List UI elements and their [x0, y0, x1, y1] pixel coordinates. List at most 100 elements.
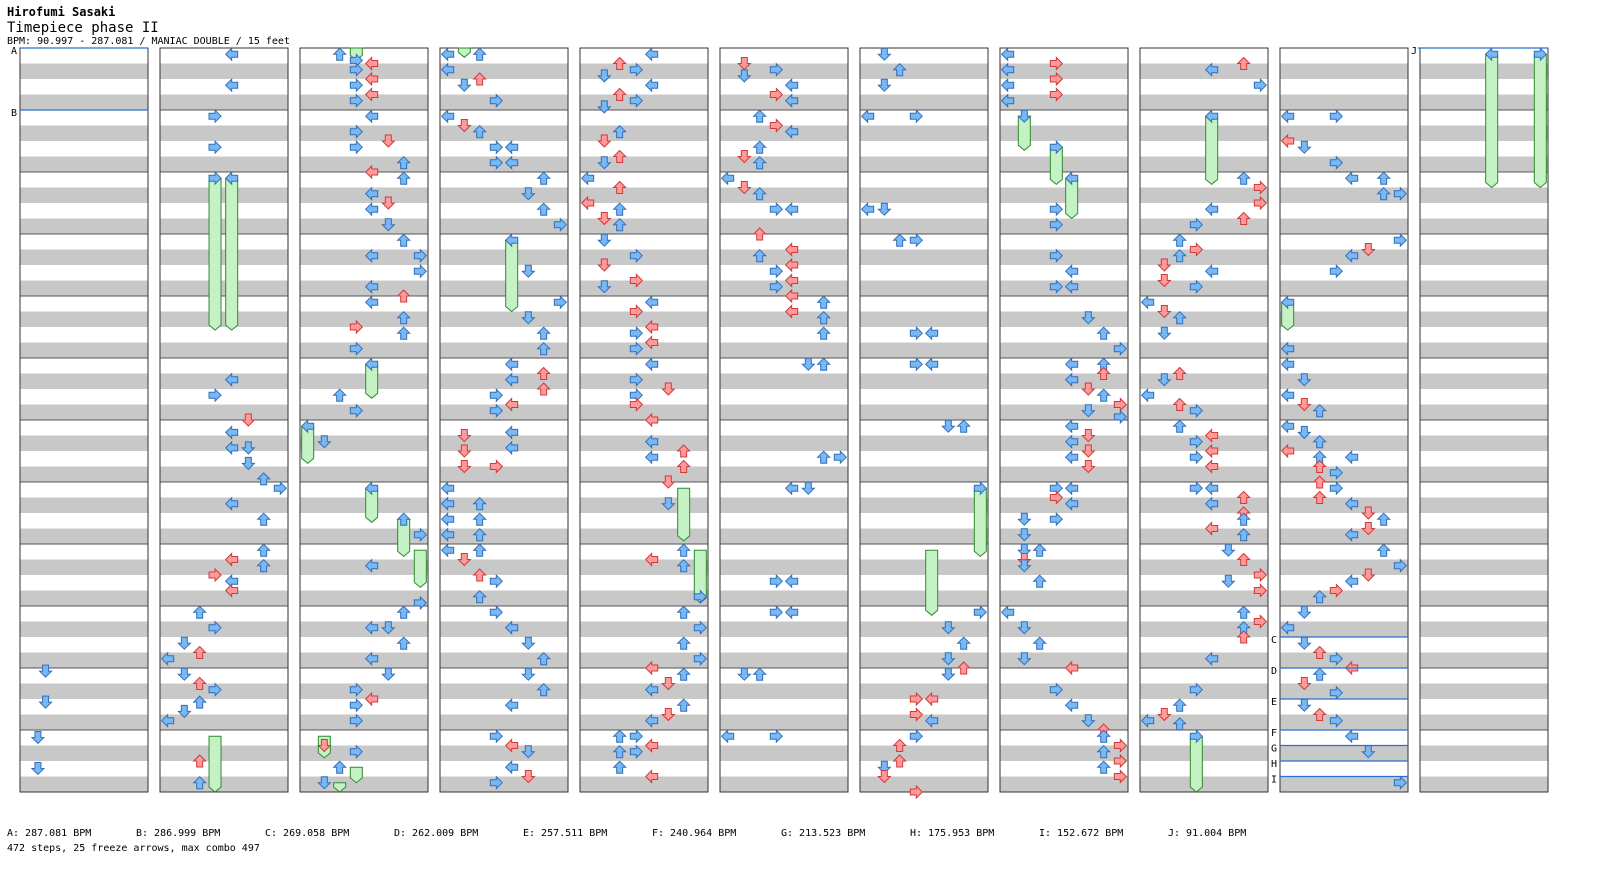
step-arrow [317, 776, 332, 790]
step-arrow [892, 754, 907, 768]
step-arrow [256, 543, 271, 557]
beat-band-light [160, 327, 288, 343]
step-arrow [816, 310, 831, 325]
beat-band-light [20, 389, 148, 405]
beat-band-light [580, 668, 708, 684]
beat-band-grey [1140, 280, 1268, 296]
beat-band-light [1000, 575, 1128, 591]
step-arrow [256, 472, 271, 486]
beat-band-light [1280, 265, 1408, 281]
step-arrow [644, 660, 659, 676]
step-arrow [30, 761, 46, 776]
chart-column-3 [299, 47, 429, 793]
beat-band-light [1420, 575, 1548, 591]
step-arrow [224, 440, 239, 456]
beat-band-grey [160, 621, 288, 637]
beat-band-light [1420, 761, 1548, 777]
step-arrow [1376, 171, 1391, 185]
beat-band-grey [1280, 652, 1408, 668]
beat-band-light [1280, 513, 1408, 529]
step-arrow [241, 413, 256, 427]
beat-band-grey [440, 528, 568, 544]
beat-band-grey [720, 94, 848, 110]
beat-band-light [1000, 730, 1128, 746]
beat-band-grey [1420, 94, 1548, 110]
beat-band-light [720, 606, 848, 622]
step-arrow [1064, 170, 1079, 186]
step-arrow [752, 667, 767, 681]
beat-band-light [1140, 637, 1268, 653]
beat-band-grey [860, 249, 988, 265]
beat-band-light [300, 668, 428, 684]
step-arrow [504, 372, 519, 387]
beat-band-grey [1280, 497, 1408, 513]
step-arrow [644, 449, 659, 465]
beat-band-grey [720, 590, 848, 606]
step-arrow [1297, 677, 1312, 691]
step-arrow [364, 356, 379, 372]
step-arrow [440, 108, 455, 124]
beat-band-light [440, 420, 568, 436]
beat-band-light [720, 761, 848, 777]
beat-band-light [1000, 48, 1128, 64]
step-arrow [521, 311, 536, 325]
beat-band-light [720, 48, 848, 64]
step-arrow [676, 667, 691, 681]
step-arrow [1081, 404, 1096, 418]
beat-band-grey [440, 590, 568, 606]
step-arrow [472, 72, 487, 86]
step-arrow [332, 388, 347, 402]
step-arrow [396, 605, 411, 619]
beat-band-light [440, 482, 568, 498]
beat-band-grey [160, 466, 288, 482]
step-arrow [1280, 443, 1295, 459]
beat-band-grey [1420, 497, 1548, 513]
step-arrow [472, 568, 487, 582]
step-arrow [1049, 248, 1064, 263]
step-arrow [489, 387, 504, 403]
beat-band-light [1140, 513, 1268, 529]
beat-band-light [720, 482, 848, 498]
step-arrow [1221, 543, 1236, 557]
freeze-arrow [457, 47, 471, 58]
step-arrow [536, 326, 551, 340]
beat-band-grey [720, 466, 848, 482]
step-arrow [1280, 356, 1295, 372]
beat-band-light [1000, 420, 1128, 436]
beat-band-grey [1000, 404, 1128, 420]
step-arrow [504, 697, 519, 713]
beat-band-light [160, 79, 288, 95]
beat-band-grey [580, 528, 708, 544]
beat-band-light [1420, 389, 1548, 405]
step-arrow [909, 232, 924, 248]
beat-band-grey [300, 187, 428, 203]
beat-band-light [440, 172, 568, 188]
step-arrow [769, 118, 784, 133]
beat-band-light [440, 203, 568, 219]
step-arrow [1344, 170, 1359, 186]
step-arrow [1280, 620, 1295, 635]
step-arrow [1253, 180, 1268, 195]
step-arrow [629, 325, 644, 341]
beat-band-light [860, 637, 988, 653]
beat-band-grey [160, 342, 288, 358]
step-arrow [472, 496, 487, 511]
step-arrow [317, 435, 332, 449]
beat-band-light [20, 761, 148, 777]
beat-band-light [300, 699, 428, 715]
beat-band-light [860, 730, 988, 746]
freeze-arrow [349, 766, 363, 784]
beat-band-light [20, 265, 148, 281]
step-arrow [784, 242, 799, 257]
step-arrow [1236, 211, 1251, 225]
step-arrow [1329, 263, 1344, 279]
beat-band-grey [1140, 311, 1268, 327]
step-arrow [909, 108, 924, 124]
step-arrow [1344, 496, 1359, 511]
step-arrow [521, 667, 536, 681]
step-arrow [860, 201, 875, 217]
beat-band-grey [440, 776, 568, 792]
step-arrow [720, 170, 735, 186]
beat-band-grey [720, 683, 848, 699]
step-arrow [1000, 62, 1015, 77]
